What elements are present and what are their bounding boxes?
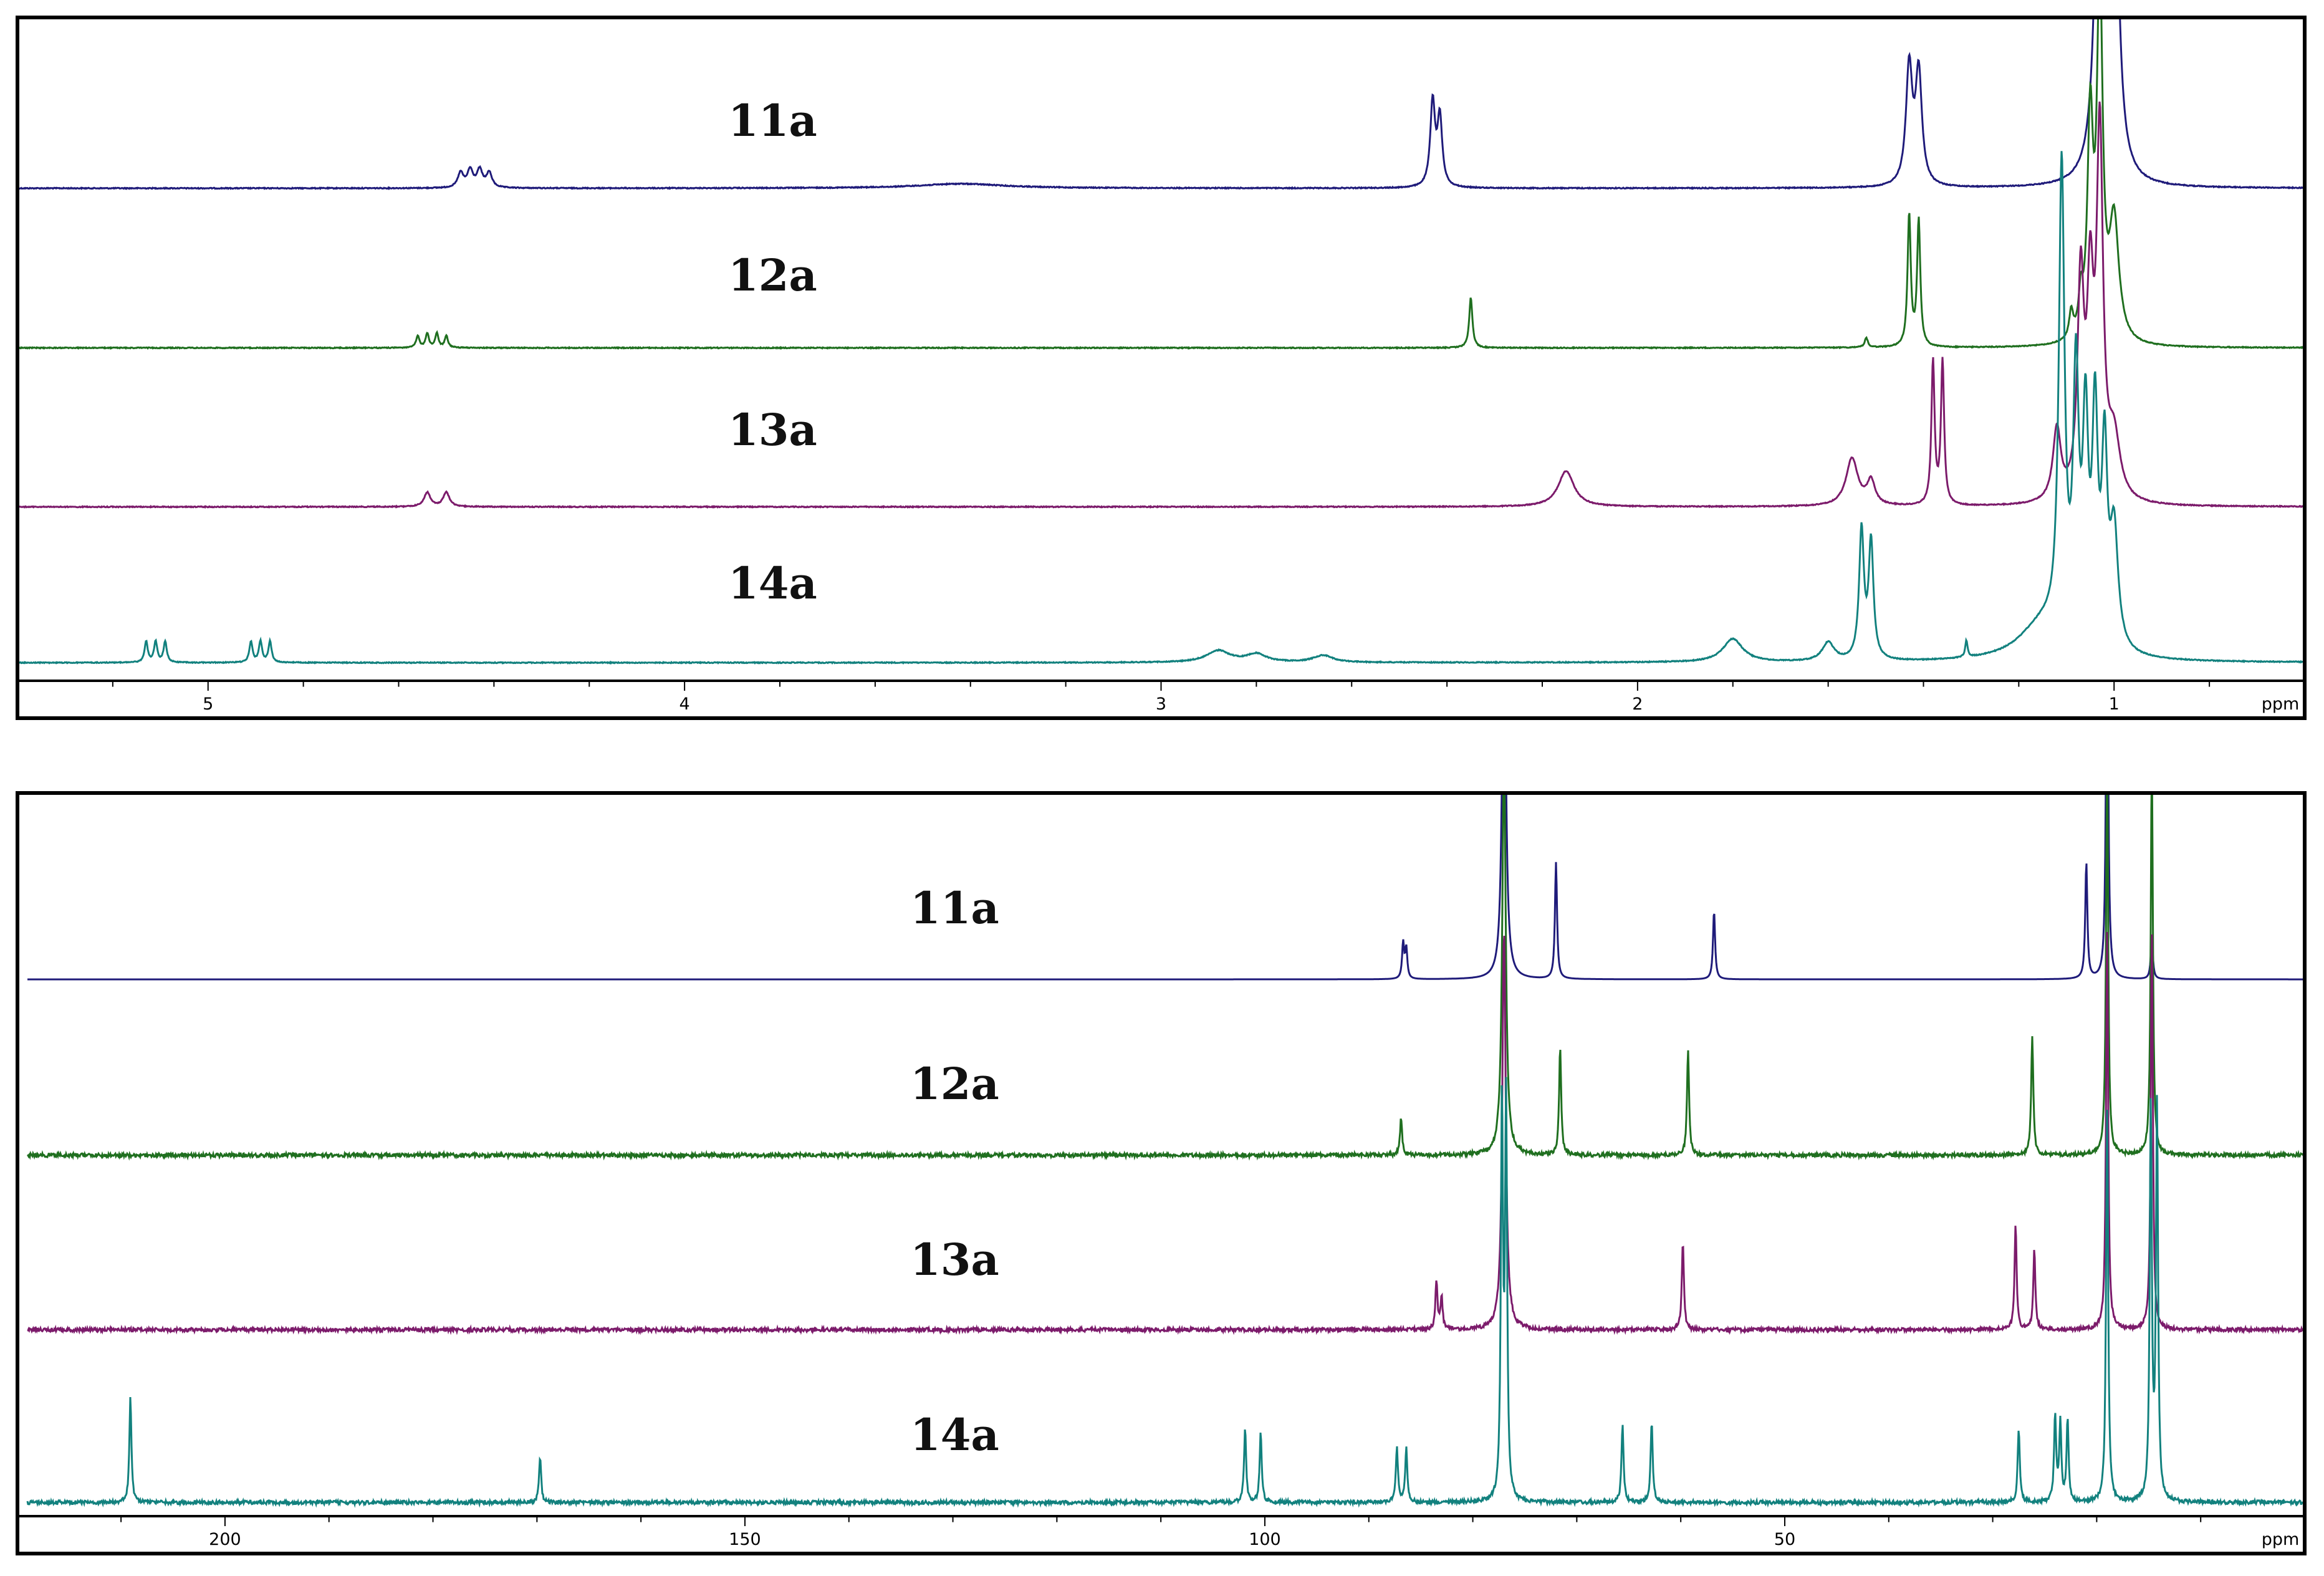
panel-frame: [16, 791, 2307, 1555]
spectrum-trace-13a: [27, 931, 2303, 1335]
series-label-12a: 12a: [728, 249, 817, 301]
spectrum-trace-14a: [26, 1077, 2303, 1508]
spectrum-trace-14a: [19, 151, 2303, 665]
spectrum-panel-2: 11a 12a 13a 14a 200 150 100 50 ppm: [16, 791, 2307, 1555]
spectrum-trace-12a: [19, 19, 2303, 350]
x-tick-label: 2: [1632, 694, 1643, 714]
series-label-11a: 11a: [728, 95, 817, 147]
series-label-14a: 14a: [910, 1409, 999, 1461]
spectrum-panel-1: 11a 12a 13a 14a 5 4 3 2 1 ppm: [16, 16, 2307, 720]
x-tick-label: 100: [1249, 1530, 1281, 1549]
spectrum-trace-11a: [19, 19, 2303, 191]
series-label-13a: 13a: [728, 404, 817, 456]
x-tick-label: 200: [209, 1530, 241, 1549]
x-tick-label: 1: [2109, 694, 2120, 714]
x-tick-label: 5: [203, 694, 213, 714]
x-tick-label: 150: [729, 1530, 761, 1549]
spectrum-trace-11a: [27, 795, 2303, 981]
x-tick-label: 50: [1774, 1530, 1795, 1549]
series-label-12a: 12a: [910, 1058, 999, 1110]
x-axis-unit: ppm: [2262, 694, 2300, 714]
series-label-11a: 11a: [910, 882, 999, 934]
x-axis-unit: ppm: [2262, 1530, 2300, 1549]
series-label-14a: 14a: [728, 557, 817, 609]
x-tick-label: 4: [679, 694, 690, 714]
series-label-13a: 13a: [910, 1234, 999, 1285]
x-tick-label: 3: [1156, 694, 1166, 714]
panel-frame: [16, 16, 2307, 720]
spectrum-trace-13a: [19, 101, 2303, 509]
spectrum-trace-12a: [26, 795, 2303, 1161]
